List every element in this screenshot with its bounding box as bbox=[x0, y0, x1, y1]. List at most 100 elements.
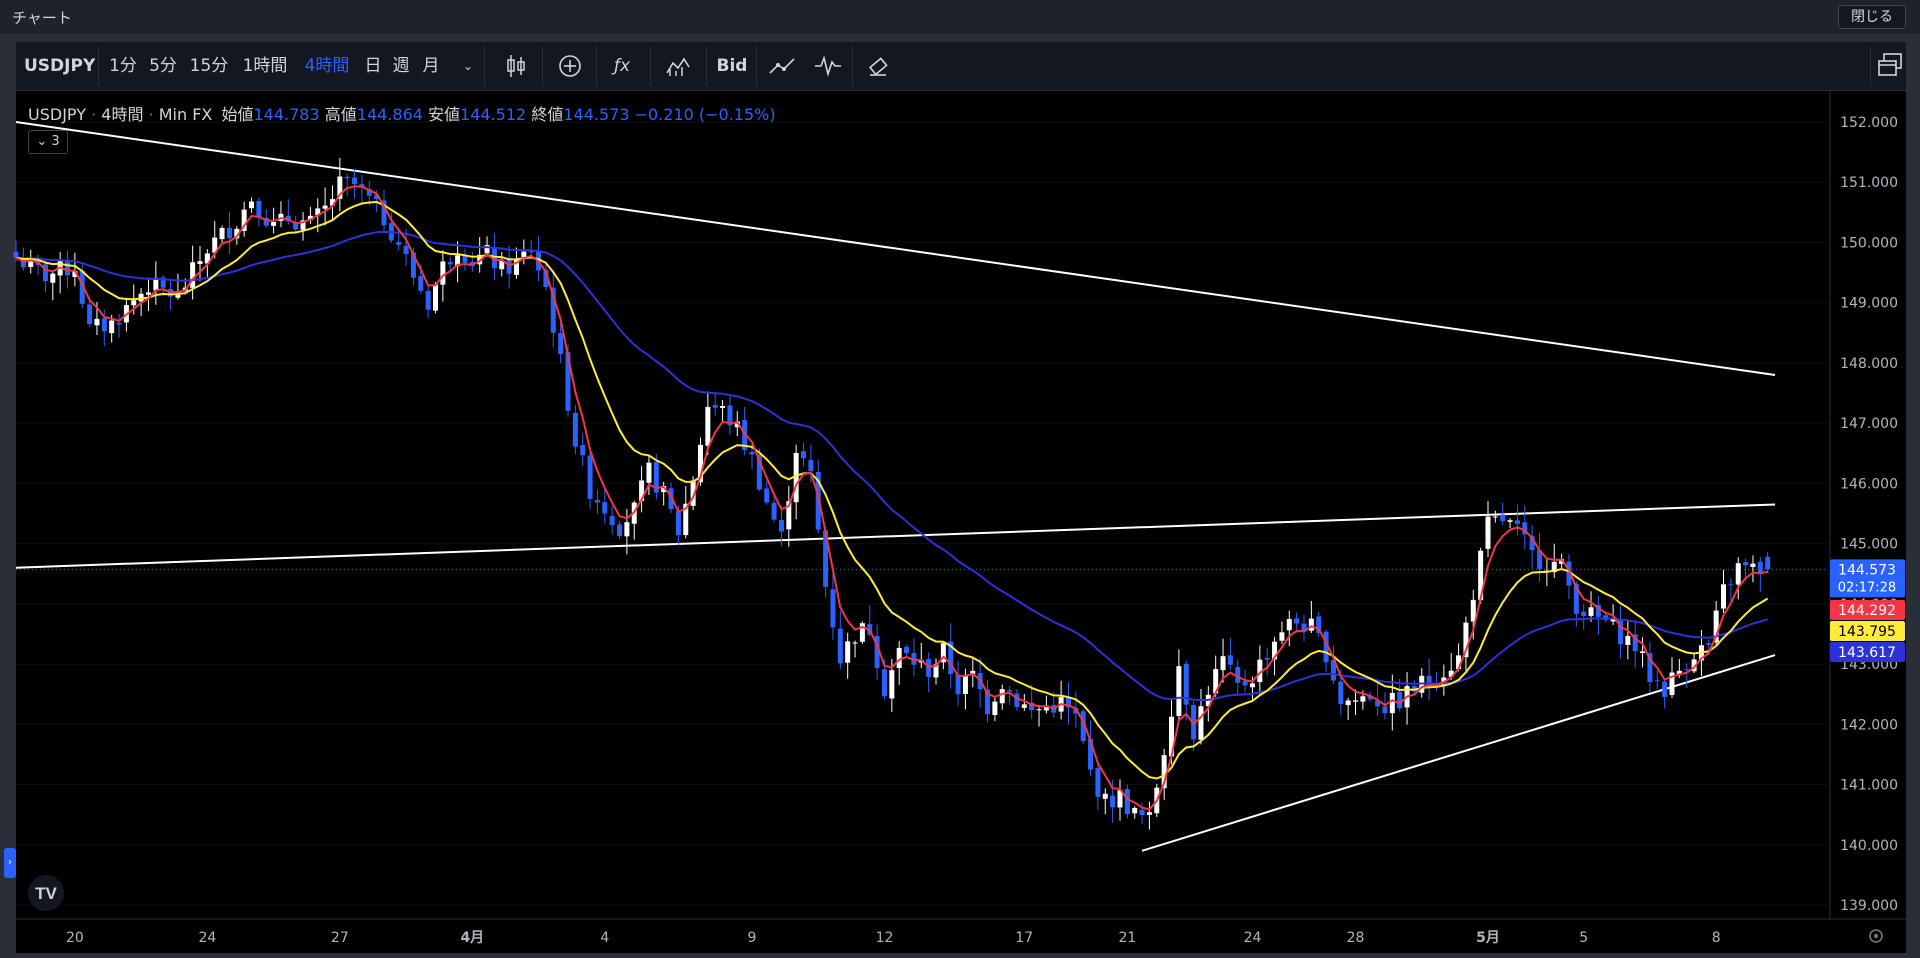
eraser-icon[interactable] bbox=[858, 42, 898, 90]
candle-body bbox=[1272, 641, 1278, 660]
candle-body bbox=[484, 245, 490, 254]
candle-body bbox=[307, 215, 313, 221]
candle-body bbox=[425, 290, 431, 310]
interval-month[interactable]: 月 bbox=[422, 56, 440, 76]
candle-body bbox=[1375, 700, 1381, 707]
candle-body bbox=[329, 199, 335, 206]
candle-body bbox=[565, 352, 571, 411]
candle-body bbox=[1080, 711, 1086, 742]
candle-body bbox=[1345, 700, 1351, 706]
symbol-button[interactable]: USDJPY bbox=[24, 56, 96, 76]
candle-body bbox=[962, 675, 968, 695]
candle-body bbox=[1463, 622, 1469, 658]
candle-body bbox=[1397, 691, 1403, 709]
interval-1h[interactable]: 1時間 bbox=[242, 56, 288, 76]
candle-body bbox=[1220, 656, 1226, 671]
last-price-badge-text: 144.573 bbox=[1838, 562, 1896, 578]
candle-body bbox=[940, 643, 946, 663]
candle-body bbox=[462, 255, 468, 263]
candle-style-icon[interactable] bbox=[496, 42, 536, 90]
candle-body bbox=[1676, 670, 1682, 675]
tradingview-logo[interactable]: TV bbox=[28, 875, 64, 911]
candle-body bbox=[1242, 681, 1248, 686]
candle-body bbox=[1595, 604, 1601, 617]
candle-body bbox=[1743, 562, 1749, 566]
chart-pane[interactable] bbox=[16, 91, 1906, 919]
compare-add-icon[interactable] bbox=[550, 42, 590, 90]
candle-body bbox=[28, 258, 34, 268]
interval-1m[interactable]: 1分 bbox=[109, 56, 137, 76]
candle-body bbox=[837, 628, 843, 664]
candle-body bbox=[1706, 643, 1712, 645]
interval-4h[interactable]: 4時間 bbox=[304, 56, 350, 76]
close-button[interactable]: 閉じる bbox=[1838, 5, 1906, 29]
bid-button[interactable]: Bid bbox=[716, 56, 748, 76]
ma-badge-ma-slow bbox=[1830, 642, 1905, 662]
candle-body bbox=[661, 485, 667, 493]
price-axis[interactable] bbox=[1831, 91, 1906, 919]
candle-body bbox=[889, 670, 895, 699]
indicators-fx-icon[interactable]: ƒx bbox=[613, 56, 631, 76]
candle-body bbox=[1088, 738, 1094, 770]
candle-body bbox=[72, 271, 78, 277]
candle-body bbox=[1647, 653, 1653, 683]
interval-day[interactable]: 日 bbox=[364, 56, 382, 76]
candle-body bbox=[572, 412, 578, 447]
candle-body bbox=[1169, 716, 1175, 757]
legend-open-label: 始値 bbox=[221, 105, 254, 124]
layout-windows-icon[interactable] bbox=[1876, 42, 1904, 90]
ma-badge-ma-mid-text: 143.795 bbox=[1838, 624, 1896, 640]
candle-body bbox=[1684, 669, 1690, 671]
candle-body bbox=[675, 511, 681, 536]
candle-body bbox=[226, 227, 232, 239]
candle-body bbox=[904, 646, 910, 654]
candle-body bbox=[1470, 599, 1476, 622]
candle-body bbox=[1750, 563, 1756, 567]
interval-15m[interactable]: 15分 bbox=[189, 56, 229, 76]
trendlines bbox=[15, 121, 1776, 852]
candle-body bbox=[13, 251, 19, 258]
interval-5m[interactable]: 5分 bbox=[149, 56, 177, 76]
legend-collapse-button[interactable]: ⌄ 3 bbox=[28, 130, 68, 154]
candle-body bbox=[1065, 696, 1071, 708]
candle-body bbox=[1161, 755, 1167, 789]
time-axis-settings-icon[interactable] bbox=[1869, 929, 1883, 943]
indicator-templates-icon[interactable] bbox=[658, 42, 698, 90]
candle-body bbox=[410, 252, 416, 278]
candle-body bbox=[1735, 563, 1741, 585]
trend-line-icon[interactable] bbox=[762, 42, 802, 90]
time-tick-label: 27 bbox=[331, 930, 349, 946]
candle-body bbox=[1713, 610, 1719, 643]
candle-body bbox=[1728, 584, 1734, 586]
candle-body bbox=[440, 261, 446, 285]
interval-week[interactable]: 週 bbox=[392, 56, 410, 76]
time-axis[interactable] bbox=[16, 919, 1906, 953]
ma-badge-ma-fast-text: 144.292 bbox=[1838, 603, 1896, 619]
price-tick-label: 141.000 bbox=[1840, 778, 1898, 794]
legend-interval: 4時間 bbox=[101, 105, 144, 124]
candle-body bbox=[352, 177, 358, 185]
price-tick-label: 147.000 bbox=[1840, 416, 1898, 432]
svg-text:TV: TV bbox=[35, 884, 57, 903]
candle-body bbox=[985, 689, 991, 715]
time-tick-label: 5 bbox=[1579, 930, 1588, 946]
toolbar-divider bbox=[1870, 46, 1871, 86]
candle-body bbox=[256, 200, 262, 218]
candle-body bbox=[160, 277, 166, 288]
candle-body bbox=[683, 503, 689, 536]
candle-body bbox=[1191, 705, 1197, 740]
candle-body bbox=[79, 270, 85, 304]
candle-body bbox=[1485, 516, 1491, 549]
time-axis-labels: 20 24 27 4月 4 9 12 17 21 24 28 5月 5 8 bbox=[66, 930, 1721, 946]
candle-body bbox=[359, 184, 365, 187]
drawing-toolbar-toggle[interactable]: › bbox=[4, 848, 16, 878]
legend-open: 144.783 bbox=[253, 105, 320, 124]
wave-pattern-icon[interactable] bbox=[808, 42, 848, 90]
candle-body bbox=[1330, 660, 1336, 681]
candle-body bbox=[1308, 618, 1314, 631]
interval-dropdown-icon[interactable]: ⌄ bbox=[462, 59, 474, 73]
last-price-badge-text: 02:17:28 bbox=[1838, 580, 1896, 595]
candle-body bbox=[521, 251, 527, 257]
candle-body bbox=[1640, 651, 1646, 654]
